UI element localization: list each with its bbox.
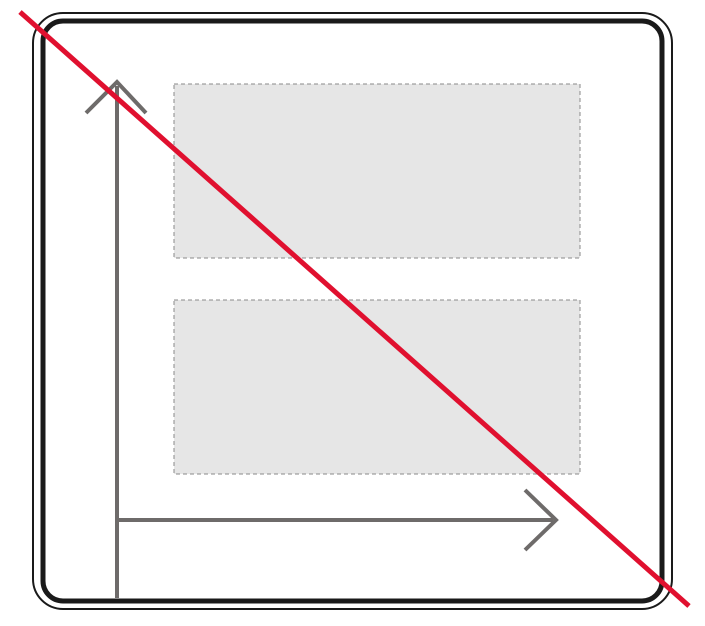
- arrow-right-icon: [117, 488, 559, 552]
- arrow-up-icon: [84, 79, 148, 598]
- strike-line: [18, 10, 691, 608]
- upper-panel: [173, 83, 581, 259]
